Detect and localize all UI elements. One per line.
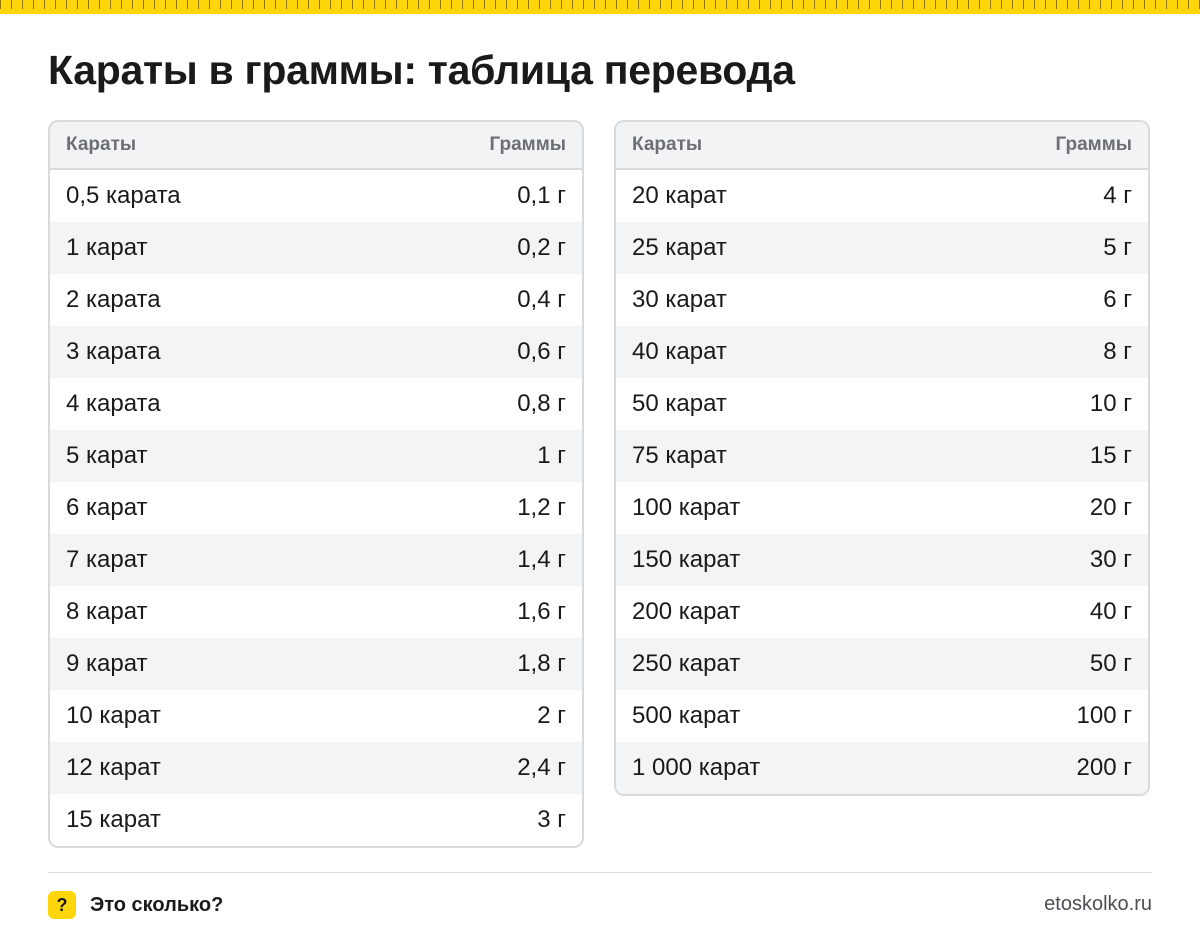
cell-carats: 250 карат [616, 638, 934, 690]
cell-carats: 500 карат [632, 702, 741, 729]
cell-carats: 25 карат [616, 222, 934, 274]
cell-carats: 15 карат [66, 806, 161, 833]
cell-grams: 5 г [933, 222, 1148, 274]
cell-grams: 0,6 г [355, 326, 582, 378]
table-row: 30 карат 6 г [616, 274, 1148, 326]
conversion-table: Караты Граммы 0,5 карата 0,1 г 1 карат 0,2… [50, 122, 582, 846]
cell-carats: 7 карат [50, 534, 356, 586]
cell-carats: 1 000 карат [616, 742, 934, 794]
cell-grams: 1,4 г [355, 534, 582, 586]
cell-carats: 150 карат [616, 534, 934, 586]
table-row: 150 карат 30 г [616, 534, 1148, 586]
page-title: Караты в граммы: таблица перевода [48, 47, 795, 93]
table-row: 50 карат 10 г [616, 378, 1148, 430]
cell-grams: 8 г [933, 326, 1148, 378]
table-row: 1 карат 0,2 г [50, 222, 582, 274]
cell-grams: 10 г [1089, 390, 1132, 417]
site-url-link[interactable]: etoskolko.ru [1044, 893, 1152, 915]
table-header-row: Караты Граммы [50, 122, 582, 170]
ruler-ticks [0, 0, 1200, 9]
brand-logo[interactable]: ? Это сколько? [48, 891, 223, 919]
column-header-carats: Караты [616, 122, 934, 170]
cell-grams: 0,1 г [517, 182, 566, 209]
cell-carats: 4 карата [66, 390, 161, 417]
table-row: 7 карат 1,4 г [50, 534, 582, 586]
cell-grams: 200 г [933, 742, 1148, 794]
cell-grams: 2 г [537, 702, 566, 729]
table-row: 2 карата 0,4 г [50, 274, 582, 326]
table-header-row: Караты Граммы [616, 122, 1148, 170]
conversion-table-left: Караты Граммы 0,5 карата 0,1 г 1 карат 0,2… [48, 120, 584, 848]
column-header-grams: Граммы [355, 122, 582, 170]
cell-grams: 6 г [1103, 286, 1132, 313]
cell-grams: 3 г [537, 806, 566, 833]
ruler-top-bar [0, 0, 1200, 14]
cell-carats: 1 карат [50, 222, 356, 274]
cell-carats: 30 карат [632, 286, 727, 313]
brand-name: Это сколько? [90, 893, 224, 916]
table-row: 200 карат 40 г [616, 586, 1148, 638]
cell-carats: 8 карат [66, 598, 148, 625]
cell-carats: 5 карат [50, 430, 356, 482]
cell-carats: 6 карат [66, 494, 148, 521]
table-row: 1 000 карат 200 г [616, 742, 1148, 794]
conversion-table-right: Караты Граммы 20 карат 4 г 25 карат 5 г 30… [614, 120, 1150, 796]
cell-grams: 1 г [355, 430, 582, 482]
cell-carats: 100 карат [632, 494, 741, 521]
cell-carats: 75 карат [616, 430, 934, 482]
table-row: 20 карат 4 г [616, 169, 1148, 222]
cell-grams: 1,2 г [517, 494, 566, 521]
cell-grams: 100 г [1076, 702, 1132, 729]
cell-carats: 50 карат [632, 390, 727, 417]
table-row: 10 карат 2 г [50, 690, 582, 742]
table-row: 75 карат 15 г [616, 430, 1148, 482]
cell-grams: 1,6 г [517, 598, 566, 625]
cell-carats: 10 карат [66, 702, 161, 729]
table-row: 3 карата 0,6 г [50, 326, 582, 378]
column-header-grams: Граммы [933, 122, 1148, 170]
table-row: 9 карат 1,8 г [50, 638, 582, 690]
cell-grams: 20 г [1089, 494, 1132, 521]
table-row: 5 карат 1 г [50, 430, 582, 482]
column-header-carats: Караты [50, 122, 356, 170]
cell-grams: 30 г [933, 534, 1148, 586]
table-row: 4 карата 0,8 г [50, 378, 582, 430]
table-row: 15 карат 3 г [50, 794, 582, 846]
cell-grams: 0,2 г [355, 222, 582, 274]
question-mark-icon: ? [48, 891, 76, 919]
cell-grams: 40 г [1089, 598, 1132, 625]
table-row: 8 карат 1,6 г [50, 586, 582, 638]
cell-carats: 20 карат [632, 182, 727, 209]
table-row: 12 карат 2,4 г [50, 742, 582, 794]
cell-grams: 1,8 г [355, 638, 582, 690]
cell-grams: 0,4 г [517, 286, 566, 313]
cell-carats: 200 карат [632, 598, 741, 625]
footer-divider [48, 872, 1152, 873]
cell-carats: 12 карат [50, 742, 356, 794]
cell-carats: 2 карата [66, 286, 161, 313]
cell-carats: 40 карат [616, 326, 934, 378]
cell-carats: 0,5 карата [66, 182, 181, 209]
cell-carats: 9 карат [50, 638, 356, 690]
cell-carats: 3 карата [50, 326, 356, 378]
cell-grams: 2,4 г [355, 742, 582, 794]
cell-grams: 4 г [1103, 182, 1132, 209]
table-row: 500 карат 100 г [616, 690, 1148, 742]
cell-grams: 15 г [933, 430, 1148, 482]
table-row: 25 карат 5 г [616, 222, 1148, 274]
table-row: 250 карат 50 г [616, 638, 1148, 690]
table-row: 6 карат 1,2 г [50, 482, 582, 534]
conversion-table: Караты Граммы 20 карат 4 г 25 карат 5 г 30… [616, 122, 1148, 794]
table-row: 100 карат 20 г [616, 482, 1148, 534]
cell-grams: 0,8 г [517, 390, 566, 417]
table-row: 40 карат 8 г [616, 326, 1148, 378]
cell-grams: 50 г [933, 638, 1148, 690]
table-row: 0,5 карата 0,1 г [50, 169, 582, 222]
